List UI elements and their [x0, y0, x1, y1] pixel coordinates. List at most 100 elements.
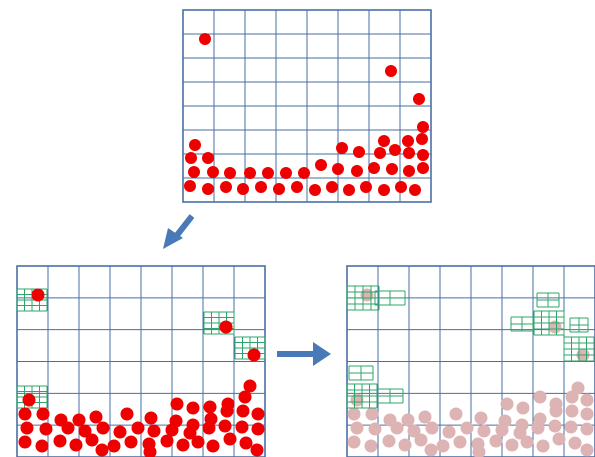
particle — [368, 162, 380, 174]
particle — [378, 135, 390, 147]
particle — [418, 410, 432, 424]
particle — [36, 407, 50, 421]
particle — [580, 407, 594, 421]
particle — [309, 184, 321, 196]
particle — [185, 152, 197, 164]
particle — [347, 407, 361, 421]
particle — [85, 433, 99, 447]
particle — [360, 288, 374, 302]
particle — [18, 435, 32, 449]
particle — [516, 401, 530, 415]
particle — [413, 93, 425, 105]
particle — [69, 438, 83, 452]
particle — [580, 393, 594, 407]
particle — [188, 166, 200, 178]
particle — [191, 435, 205, 449]
arrow-head — [163, 228, 183, 249]
particle — [202, 152, 214, 164]
particle — [176, 438, 190, 452]
particle — [224, 167, 236, 179]
particle — [184, 180, 196, 192]
particle — [505, 438, 519, 452]
particle — [531, 421, 545, 435]
particle — [219, 320, 233, 334]
particle — [332, 163, 344, 175]
particle — [31, 288, 45, 302]
particle — [262, 167, 274, 179]
particle — [409, 184, 421, 196]
particle — [364, 439, 378, 453]
particle — [238, 390, 252, 404]
particle — [291, 181, 303, 193]
particle — [206, 439, 220, 453]
particle — [120, 407, 134, 421]
particle — [425, 421, 439, 435]
particle — [89, 410, 103, 424]
particle — [513, 426, 527, 440]
particle — [453, 435, 467, 449]
panel-bottom-left-particles — [18, 288, 265, 457]
particle — [183, 426, 197, 440]
panel-bottom-right-refined — [346, 285, 595, 409]
particle — [220, 404, 234, 418]
arrow-right-icon — [277, 342, 331, 366]
particle — [350, 421, 364, 435]
particle — [131, 421, 145, 435]
particle — [147, 424, 161, 438]
particle — [243, 379, 257, 393]
particle — [374, 147, 386, 159]
particle — [414, 433, 428, 447]
particle — [403, 165, 415, 177]
particle — [236, 404, 250, 418]
particle — [78, 424, 92, 438]
particle — [520, 435, 534, 449]
particle — [533, 390, 547, 404]
particle — [460, 421, 474, 435]
particle — [552, 432, 566, 446]
particle — [565, 390, 579, 404]
particle — [536, 439, 550, 453]
particle — [250, 443, 264, 457]
particle — [442, 425, 456, 439]
particle — [160, 434, 174, 448]
particle — [247, 348, 261, 362]
particle — [218, 419, 232, 433]
particle — [251, 407, 265, 421]
particle — [389, 144, 401, 156]
particle — [365, 407, 379, 421]
particle — [315, 159, 327, 171]
particle — [199, 33, 211, 45]
particle — [35, 439, 49, 453]
particle — [407, 424, 421, 438]
particle — [107, 439, 121, 453]
particle — [237, 183, 249, 195]
particle — [202, 421, 216, 435]
particle — [251, 422, 265, 436]
particle — [416, 133, 428, 145]
panel-top — [182, 9, 432, 203]
particle — [417, 149, 429, 161]
particle — [298, 167, 310, 179]
particle — [353, 146, 365, 158]
particle — [580, 422, 594, 436]
particle — [22, 393, 36, 407]
panel-top-particles — [184, 33, 429, 196]
panel-bottom-right — [346, 265, 595, 457]
particle — [244, 167, 256, 179]
particle — [203, 400, 217, 414]
panel-bottom-left — [16, 265, 266, 457]
particle — [549, 404, 563, 418]
particle — [61, 421, 75, 435]
particle — [144, 411, 158, 425]
particle — [548, 419, 562, 433]
particle — [449, 407, 463, 421]
particle — [580, 443, 594, 457]
particle — [326, 181, 338, 193]
particle — [424, 443, 438, 457]
particle — [124, 435, 138, 449]
particle — [472, 445, 486, 457]
particle — [401, 413, 415, 427]
particle — [280, 167, 292, 179]
particle — [495, 423, 509, 437]
